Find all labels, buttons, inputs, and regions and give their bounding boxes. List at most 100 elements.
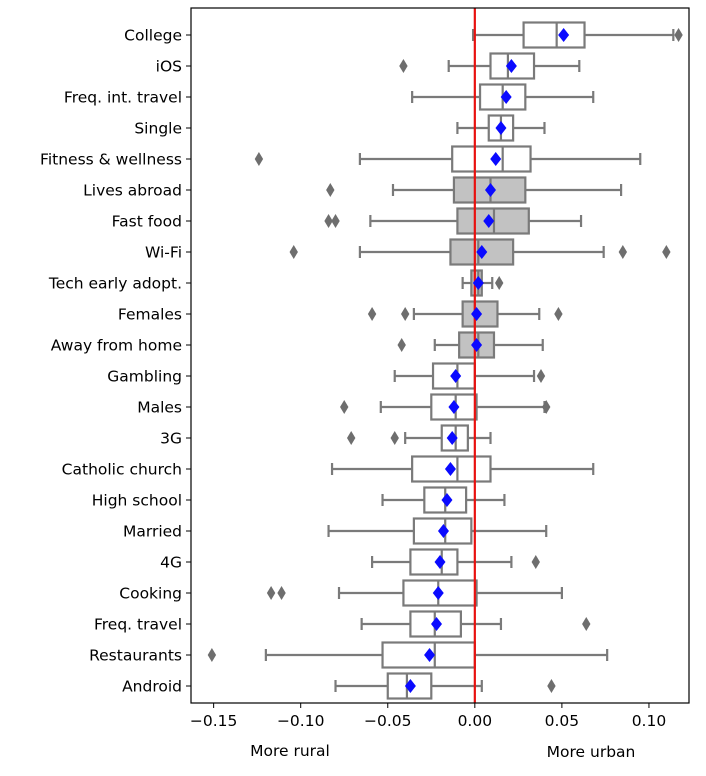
mean-marker xyxy=(404,679,416,693)
box-group xyxy=(334,672,556,700)
outlier-point xyxy=(531,555,540,569)
box-iqr xyxy=(409,548,459,576)
outlier-point xyxy=(277,586,286,600)
mean-marker xyxy=(434,555,446,569)
category-label: Freq. travel xyxy=(94,616,182,634)
box-iqr xyxy=(522,21,586,49)
outlier-point xyxy=(495,276,504,290)
category-labels: College iOS Freq. int. travel Single Fitness… xyxy=(40,27,191,696)
box-group xyxy=(340,393,551,421)
category-label: Gambling xyxy=(107,368,182,386)
mean-marker xyxy=(471,338,483,352)
means-layer xyxy=(404,28,570,693)
category-label: Catholic church xyxy=(62,461,182,479)
outlier-point xyxy=(542,400,551,414)
outlier-point xyxy=(662,245,671,259)
mean-marker xyxy=(432,586,444,600)
outlier-point xyxy=(547,679,556,693)
box-iqr xyxy=(489,52,536,80)
outlier-point xyxy=(367,307,377,321)
mean-marker xyxy=(476,245,488,259)
mean-marker xyxy=(446,431,458,445)
outlier-point xyxy=(346,431,356,445)
box-group xyxy=(381,486,506,514)
box-iqr xyxy=(451,145,532,173)
x-tick-label: 0.05 xyxy=(545,712,580,730)
category-label: Freq. int. travel xyxy=(64,89,182,107)
outlier-point xyxy=(397,338,406,352)
category-label: 4G xyxy=(160,554,182,572)
category-label: Lives abroad xyxy=(83,182,182,200)
outlier-point xyxy=(554,307,563,321)
box-group xyxy=(399,52,581,80)
mean-marker xyxy=(424,648,436,662)
outlier-point xyxy=(340,400,349,414)
mean-marker xyxy=(495,121,507,135)
outlier-point xyxy=(536,369,546,383)
box-group xyxy=(393,362,546,390)
box-group xyxy=(326,176,623,204)
x-tick-label: −0.15 xyxy=(190,712,238,730)
category-label: Females xyxy=(118,306,182,324)
x-tick-label: −0.10 xyxy=(277,712,325,730)
mean-marker xyxy=(483,214,495,228)
mean-marker xyxy=(448,400,460,414)
more-rural-label: More rural xyxy=(250,742,330,760)
mean-marker xyxy=(500,90,512,104)
category-label: Restaurants xyxy=(89,647,182,665)
outlier-point xyxy=(266,586,276,600)
box-group xyxy=(346,424,492,452)
mean-marker xyxy=(450,369,462,383)
category-label: Males xyxy=(137,399,182,417)
mean-marker xyxy=(484,183,496,197)
category-label: Wi-Fi xyxy=(145,244,182,262)
outlier-point xyxy=(326,183,335,197)
outlier-point xyxy=(399,59,408,73)
category-label: 3G xyxy=(160,430,182,448)
category-label: High school xyxy=(92,492,182,510)
box-group xyxy=(266,579,563,607)
box-group xyxy=(411,83,595,111)
outlier-point xyxy=(674,28,683,42)
mean-marker xyxy=(444,462,456,476)
mean-marker xyxy=(472,276,484,290)
category-label: College xyxy=(124,27,182,45)
category-label: Cooking xyxy=(119,585,182,603)
mean-marker xyxy=(558,28,570,42)
box-group xyxy=(254,145,642,173)
outlier-point xyxy=(582,617,591,631)
mean-marker xyxy=(490,152,502,166)
outlier-point xyxy=(254,152,264,166)
box-group xyxy=(370,548,540,576)
box-group xyxy=(330,455,595,483)
outlier-point xyxy=(618,245,628,259)
category-label: Fitness & wellness xyxy=(40,151,182,169)
outlier-point xyxy=(207,648,217,662)
boxes-layer xyxy=(207,21,683,700)
category-label: Married xyxy=(123,523,182,541)
mean-marker xyxy=(431,617,443,631)
outlier-point xyxy=(390,431,399,445)
mean-marker xyxy=(471,307,483,321)
category-label: Single xyxy=(134,120,182,138)
more-urban-label: More urban xyxy=(547,743,636,761)
outlier-point xyxy=(324,214,333,228)
mean-marker xyxy=(437,524,449,538)
category-label: Fast food xyxy=(112,213,182,231)
outlier-point xyxy=(331,214,340,228)
box-group xyxy=(367,300,563,328)
box-group xyxy=(324,207,583,235)
mean-marker xyxy=(441,493,453,507)
mean-marker xyxy=(505,59,517,73)
category-label: Tech early adopt. xyxy=(48,275,182,293)
box-group xyxy=(207,641,609,669)
category-label: Android xyxy=(122,678,182,696)
box-group xyxy=(397,331,544,359)
x-tick-label: 0.10 xyxy=(632,712,667,730)
box-group xyxy=(327,517,548,545)
box-group xyxy=(456,114,546,142)
x-tick-label: −0.05 xyxy=(364,712,412,730)
x-axis-ticks: −0.15 −0.10 −0.05 0.00 0.05 0.10 xyxy=(190,703,666,730)
box-group xyxy=(471,21,683,49)
